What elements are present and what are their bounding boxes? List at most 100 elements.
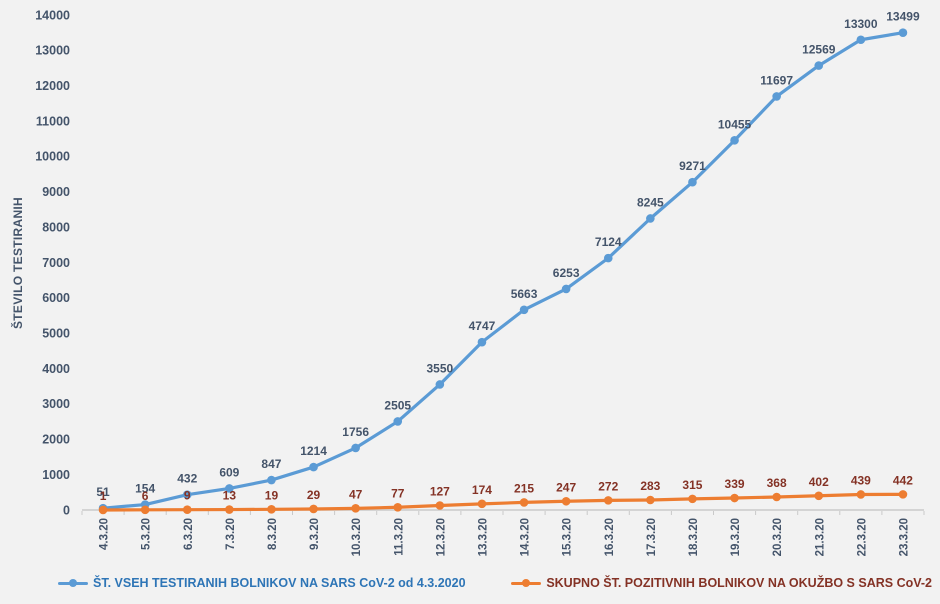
chart-legend: ŠT. VSEH TESTIRANIH BOLNIKOV NA SARS CoV… [58, 576, 932, 590]
data-label: 1214 [300, 444, 327, 458]
data-label: 13 [223, 489, 237, 503]
y-tick-label: 4000 [42, 362, 70, 376]
data-label: 1 [100, 489, 107, 503]
y-tick-label: 6000 [42, 291, 70, 305]
data-label: 283 [640, 479, 660, 493]
data-label: 2505 [384, 398, 411, 412]
data-point-marker [730, 136, 739, 145]
x-tick-label: 6.3.20 [183, 518, 195, 550]
data-label: 4747 [469, 319, 496, 333]
x-tick-label: 15.3.20 [562, 518, 574, 556]
data-label: 47 [349, 487, 363, 501]
legend-line-marker-orange [511, 579, 542, 587]
x-tick-label: 4.3.20 [99, 518, 111, 550]
data-label: 1756 [342, 425, 369, 439]
data-label: 339 [725, 477, 745, 491]
y-tick-label: 9000 [42, 185, 70, 199]
x-tick-label: 20.3.20 [772, 518, 784, 556]
x-tick-label: 7.3.20 [225, 518, 237, 550]
legend-item-total-tested: ŠT. VSEH TESTIRANIH BOLNIKOV NA SARS CoV… [58, 576, 466, 590]
y-tick-label: 8000 [42, 220, 70, 234]
x-tick-label: 14.3.20 [520, 518, 532, 556]
data-point-marker [393, 502, 403, 512]
data-point-marker [730, 493, 739, 503]
data-point-marker [351, 443, 360, 453]
x-tick-label: 10.3.20 [351, 518, 363, 556]
data-point-marker [603, 253, 613, 263]
x-tick-label: 11.3.20 [393, 518, 405, 556]
data-label: 439 [851, 473, 871, 487]
data-point-marker [267, 475, 276, 485]
y-tick-label: 13000 [35, 44, 70, 58]
data-point-marker [182, 505, 192, 514]
y-tick-label: 0 [63, 503, 70, 517]
y-tick-label: 14000 [35, 8, 70, 22]
data-label: 11697 [760, 73, 793, 87]
y-tick-label: 7000 [42, 256, 70, 270]
data-point-marker [140, 505, 150, 515]
data-point-marker [688, 494, 697, 504]
x-tick-label: 5.3.20 [141, 518, 153, 550]
data-point-marker [267, 505, 276, 514]
data-point-marker [688, 177, 697, 187]
x-tick-label: 18.3.20 [688, 518, 700, 556]
data-point-marker [772, 492, 781, 502]
x-tick-label: 16.3.20 [604, 518, 616, 556]
data-label: 9 [184, 489, 191, 503]
x-tick-label: 22.3.20 [856, 518, 868, 556]
data-label: 13300 [844, 17, 878, 31]
data-point-marker [814, 61, 824, 70]
data-label: 402 [809, 475, 829, 489]
y-tick-label: 10000 [35, 150, 70, 164]
data-point-marker [477, 499, 487, 509]
data-label: 5663 [511, 287, 538, 301]
data-label: 6 [142, 489, 149, 503]
y-axis-title: ŠTEVILO TESTIRANIH [11, 196, 25, 330]
data-label: 12569 [802, 43, 836, 57]
data-point-marker [856, 490, 866, 499]
data-label: 77 [391, 486, 405, 500]
data-label: 247 [556, 480, 576, 494]
data-label: 6253 [553, 266, 580, 280]
y-tick-label: 11000 [36, 114, 70, 128]
data-point-marker [98, 505, 108, 515]
data-point-marker [856, 35, 866, 45]
data-point-marker [561, 284, 571, 294]
data-point-marker [393, 417, 403, 426]
data-point-marker [898, 490, 908, 499]
data-label: 272 [598, 479, 618, 493]
data-label: 3550 [426, 361, 453, 375]
data-label: 315 [682, 478, 702, 492]
legend-label-total-tested: ŠT. VSEH TESTIRANIH BOLNIKOV NA SARS CoV… [93, 576, 466, 590]
x-tick-label: 19.3.20 [730, 518, 742, 556]
data-point-marker [646, 214, 655, 223]
data-label: 8245 [637, 195, 664, 209]
data-point-marker [309, 504, 318, 514]
data-point-marker [435, 501, 445, 510]
data-label: 10455 [718, 117, 752, 131]
x-tick-label: 8.3.20 [267, 518, 279, 550]
data-point-marker [435, 380, 445, 389]
legend-item-total-positive: SKUPNO ŠT. POZITIVNIH BOLNIKOV NA OKUŽBO… [511, 576, 932, 590]
data-point-marker [814, 491, 824, 501]
data-label: 29 [307, 488, 321, 502]
data-label: 9271 [679, 159, 706, 173]
data-point-marker [646, 495, 655, 505]
data-point-marker [225, 505, 234, 514]
data-label: 51 [96, 485, 110, 499]
data-point-marker [519, 305, 529, 315]
data-point-marker [772, 92, 781, 101]
data-label: 13499 [886, 10, 920, 24]
chart-canvas: 0 1000 2000 3000 4000 5000 6000 7000 8000 9000 100… [35, 8, 925, 556]
data-point-marker [561, 496, 571, 506]
data-point-marker [477, 337, 487, 347]
x-tick-label: 9.3.20 [309, 518, 321, 550]
x-tick-label: 17.3.20 [646, 518, 658, 556]
data-label: 609 [219, 465, 239, 479]
y-tick-label: 2000 [42, 433, 70, 447]
series-line-0 [101, 31, 905, 510]
series-line-1 [101, 492, 905, 512]
data-point-marker [603, 496, 613, 505]
data-point-marker [351, 504, 360, 513]
